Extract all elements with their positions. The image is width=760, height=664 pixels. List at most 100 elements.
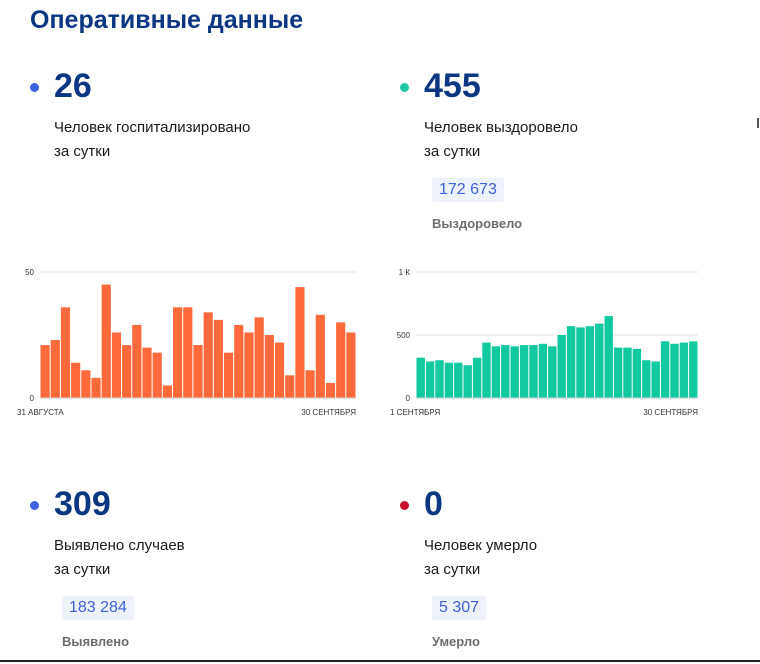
bar: [416, 357, 425, 398]
green-dot-icon: [400, 83, 409, 92]
bar: [454, 362, 463, 398]
bar: [223, 352, 234, 398]
bar: [632, 348, 642, 398]
bar: [101, 284, 111, 398]
bar: [444, 362, 454, 398]
x-end-label: 30 СЕНТЯБРЯ: [643, 408, 698, 417]
bar: [660, 341, 670, 398]
bar: [213, 319, 223, 398]
bar: [193, 345, 203, 398]
bar: [501, 345, 510, 398]
bar: [538, 343, 548, 398]
bar: [305, 370, 315, 398]
bar: [162, 385, 173, 398]
recovered-line1: Человек выздоровело: [424, 119, 578, 136]
bar: [244, 332, 254, 398]
cases-total-label: Выявлено: [62, 634, 130, 649]
bar: [689, 341, 698, 398]
cases-description: Выявлено случаев за сутки: [54, 534, 185, 582]
recovered-line2: за сутки: [424, 143, 481, 160]
bar: [173, 307, 183, 398]
blue-dot-icon: [30, 83, 39, 92]
deaths-total-badge: 5 307: [432, 596, 487, 620]
hospitalized-description: Человек госпитализировано за сутки: [54, 116, 250, 164]
y-tick-label: 0: [406, 394, 411, 403]
deaths-line1: Человек умерло: [424, 537, 538, 554]
bar: [463, 365, 472, 398]
bar: [132, 324, 142, 398]
bar: [595, 323, 604, 398]
bar: [315, 314, 325, 398]
cases-total-badge: 183 284: [62, 596, 134, 620]
bar: [254, 317, 264, 398]
x-start-label: 31 АВГУСТА: [17, 408, 64, 417]
bar: [557, 335, 566, 398]
bar: [60, 307, 71, 398]
hospitalized-value: 26: [54, 67, 92, 105]
deaths-value: 0: [424, 485, 443, 523]
bar: [50, 340, 60, 398]
bar: [529, 345, 538, 398]
y-tick-label: 1 К: [399, 268, 411, 277]
bottom-border: [0, 660, 760, 662]
bar: [425, 361, 435, 398]
recovered-chart: 1 К 500 0 1 СЕНТЯБРЯ 30 СЕНТЯБРЯ: [386, 262, 736, 424]
bar: [264, 335, 274, 398]
bar: [111, 332, 122, 398]
y-tick-label: 0: [30, 394, 35, 403]
bar: [585, 326, 595, 398]
hospitalized-chart: 50 0 31 АВГУСТА 30 СЕНТЯБРЯ: [14, 262, 364, 424]
blue-dot-icon: [30, 501, 39, 510]
bar: [152, 352, 162, 398]
bar: [203, 312, 213, 398]
bar: [325, 382, 336, 398]
bar: [183, 307, 193, 398]
y-tick-label: 50: [25, 268, 34, 277]
bar: [566, 326, 576, 398]
bar: [613, 347, 623, 398]
bar: [40, 345, 50, 398]
page-title: Оперативные данные: [30, 6, 304, 34]
bar: [670, 343, 679, 398]
bar: [346, 332, 356, 398]
cases-line1: Выявлено случаев: [54, 537, 185, 554]
red-dot-icon: [400, 501, 409, 510]
bar: [472, 357, 482, 398]
deaths-description: Человек умерло за сутки: [424, 534, 537, 582]
bar: [679, 342, 689, 398]
bar: [71, 362, 81, 398]
x-end-label: 30 СЕНТЯБРЯ: [301, 408, 356, 417]
bar: [576, 327, 585, 398]
recovered-description: Человек выздоровело за сутки: [424, 116, 578, 164]
recovered-total-badge: 172 673: [432, 178, 504, 202]
cases-value: 309: [54, 485, 111, 523]
recovered-value: 455: [424, 67, 481, 105]
bar: [122, 345, 132, 398]
bar: [651, 361, 660, 398]
y-tick-label: 500: [397, 331, 411, 340]
edge-divider: [757, 118, 759, 128]
bar: [91, 377, 101, 398]
bar: [234, 324, 244, 398]
hospitalized-bar-chart: 50 0 31 АВГУСТА 30 СЕНТЯБРЯ: [17, 268, 356, 417]
bar: [295, 287, 305, 398]
bar: [336, 322, 346, 398]
bar: [81, 370, 91, 398]
bar: [285, 375, 295, 398]
bar: [642, 360, 651, 398]
recovered-bar-chart: 1 К 500 0 1 СЕНТЯБРЯ 30 СЕНТЯБРЯ: [390, 268, 698, 417]
bar: [435, 360, 444, 398]
deaths-line2: за сутки: [424, 561, 481, 578]
cases-line2: за сутки: [54, 561, 111, 578]
bar: [510, 346, 519, 398]
hospitalized-line1: Человек госпитализировано: [54, 119, 251, 136]
bar: [482, 342, 491, 398]
recovered-total-label: Выздоровело: [432, 216, 523, 231]
deaths-total-label: Умерло: [432, 634, 480, 649]
bar: [142, 347, 152, 398]
bar: [604, 316, 613, 398]
bar: [548, 346, 557, 398]
bar: [491, 346, 501, 398]
bar: [519, 345, 529, 398]
hospitalized-line2: за сутки: [54, 143, 111, 160]
